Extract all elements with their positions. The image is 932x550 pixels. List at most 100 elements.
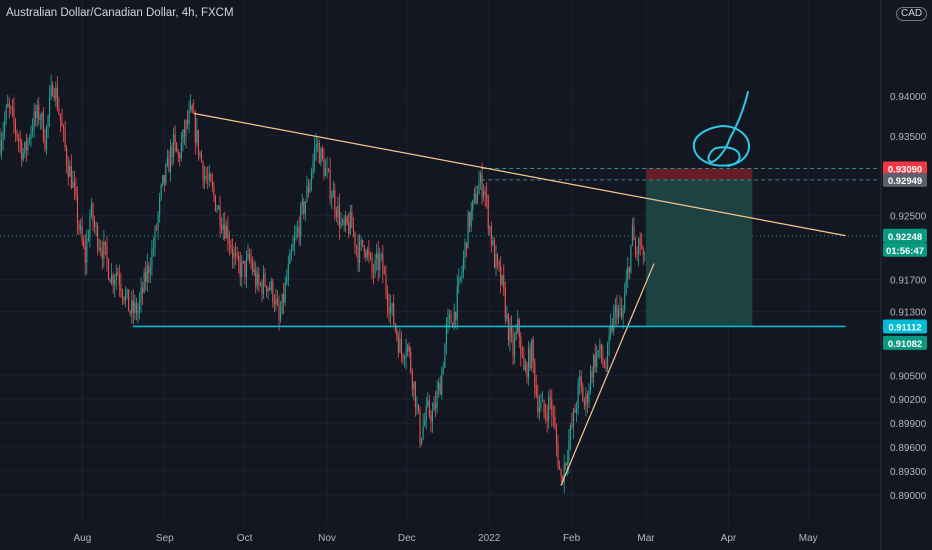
candle-body xyxy=(183,129,185,137)
candle-body xyxy=(24,141,26,154)
candle-body xyxy=(236,255,238,257)
candle-body xyxy=(428,400,430,416)
candle-body xyxy=(377,253,379,270)
candle-body xyxy=(109,279,111,283)
candle-body xyxy=(503,275,505,288)
candle-body xyxy=(278,304,280,320)
candle-body xyxy=(10,106,12,108)
candle-body xyxy=(289,252,291,265)
candle-body xyxy=(425,405,427,421)
price-label-box xyxy=(883,319,927,334)
candle-body xyxy=(262,273,265,294)
candle-body xyxy=(590,371,592,391)
candle-body xyxy=(419,411,421,444)
candle-body xyxy=(168,158,170,173)
candle-body xyxy=(464,242,466,259)
candle-body xyxy=(400,338,402,355)
candle-body xyxy=(610,324,612,336)
candle-body xyxy=(312,160,314,174)
candle-body xyxy=(373,271,375,274)
candle-body xyxy=(540,401,542,408)
candle-body xyxy=(383,273,385,275)
candle-body xyxy=(233,252,235,258)
candle-body xyxy=(576,407,578,413)
y-tick-label: 0.89600 xyxy=(890,443,927,454)
candle-body xyxy=(196,130,198,143)
candle-body xyxy=(501,275,503,285)
candle-body xyxy=(490,226,492,245)
candle-body xyxy=(242,261,244,262)
candle-body xyxy=(126,289,128,294)
candle-body xyxy=(621,307,623,318)
candle-body xyxy=(323,157,325,177)
position-zones[interactable] xyxy=(481,168,880,327)
candle-body xyxy=(497,254,499,262)
candle-body xyxy=(146,265,148,282)
x-tick-label: May xyxy=(799,533,818,544)
price-label-box xyxy=(883,161,927,176)
price-label-text: 01:56:47 xyxy=(886,246,924,257)
candle-body xyxy=(204,176,206,180)
candle-body xyxy=(39,118,41,120)
candle-body xyxy=(81,226,83,242)
x-tick-label: Nov xyxy=(318,533,336,544)
candle-body xyxy=(433,403,435,411)
candle-body xyxy=(380,254,382,256)
candle-body xyxy=(599,344,601,350)
candle-body xyxy=(631,224,633,245)
candle-body xyxy=(1,141,3,153)
candle-body xyxy=(577,382,579,408)
candle-body xyxy=(245,258,247,278)
candle-body xyxy=(537,395,539,413)
candle-body xyxy=(95,226,97,227)
candle-body xyxy=(520,336,522,356)
candle-body xyxy=(630,244,632,273)
candle-body xyxy=(414,381,416,408)
candle-body xyxy=(227,226,229,243)
candle-body xyxy=(169,146,172,173)
time-axis[interactable]: Aug Sep Oct Nov Dec 2022 Feb Mar Apr May xyxy=(74,533,818,544)
candle-body xyxy=(213,186,215,196)
candle-body xyxy=(275,298,277,305)
candle-body xyxy=(355,246,358,248)
candle-body xyxy=(453,311,455,328)
candle-body xyxy=(572,409,575,427)
candle-body xyxy=(301,201,303,207)
candle-body xyxy=(507,314,509,341)
candle-body xyxy=(338,205,340,228)
candle-body xyxy=(92,204,94,223)
candle-body xyxy=(404,358,406,359)
candle-body xyxy=(2,131,4,142)
candle-body xyxy=(250,258,252,263)
candle-body xyxy=(307,186,309,193)
candle-body xyxy=(286,279,288,284)
candle-body xyxy=(565,463,567,466)
price-label-text: 0.92949 xyxy=(888,176,922,187)
candle-body xyxy=(422,425,424,439)
candle-body xyxy=(171,146,173,157)
candle-body xyxy=(67,166,69,177)
candle-body xyxy=(135,302,137,315)
candle-body xyxy=(458,277,460,287)
candle-body xyxy=(439,382,441,395)
candle-body xyxy=(180,142,182,159)
candle-body xyxy=(616,305,618,319)
candle-body xyxy=(337,205,339,218)
candle-body xyxy=(35,111,37,118)
candle-body xyxy=(142,287,144,293)
candle-body xyxy=(357,246,359,263)
price-axis[interactable]: 0.94000 0.93500 0.92500 0.91700 0.91300 0.905… xyxy=(890,92,927,502)
candle-body xyxy=(256,274,258,287)
currency-badge[interactable]: CAD xyxy=(896,7,928,21)
candle-body xyxy=(407,345,409,352)
candle-body xyxy=(56,87,58,109)
candle-body xyxy=(495,254,497,268)
candle-body xyxy=(269,287,271,290)
candle-body xyxy=(205,176,207,179)
candle-body xyxy=(619,307,621,309)
candle-body xyxy=(568,441,570,462)
drawn-lines[interactable] xyxy=(132,112,846,486)
candle-body xyxy=(69,166,71,177)
